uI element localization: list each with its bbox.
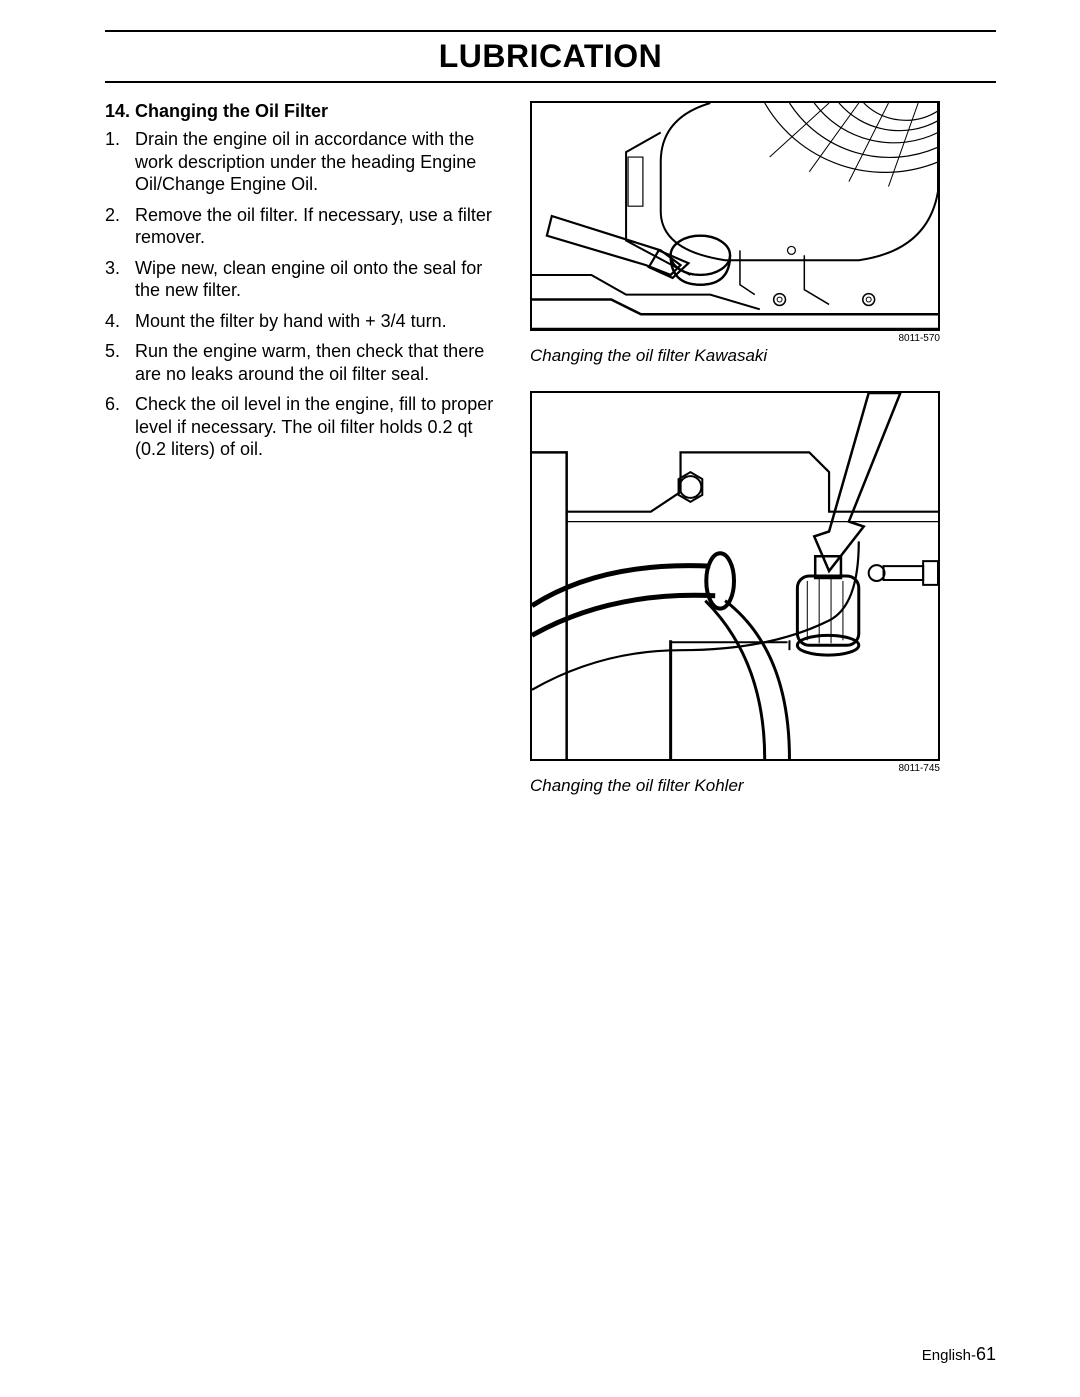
section-title: Changing the Oil Filter — [135, 101, 328, 121]
step-item: Mount the filter by hand with + 3/4 turn… — [105, 310, 500, 333]
page-footer: English-61 — [922, 1344, 996, 1365]
page-title: LUBRICATION — [105, 38, 996, 75]
right-column: 8011-570 Changing the oil filter Kawasak… — [530, 101, 940, 821]
content-columns: 14. Changing the Oil Filter Drain the en… — [105, 101, 996, 821]
figure-frame — [530, 101, 940, 331]
steps-list: Drain the engine oil in accordance with … — [105, 128, 500, 461]
step-item: Remove the oil filter. If necessary, use… — [105, 204, 500, 249]
section-number: 14. — [105, 101, 130, 121]
step-item: Run the engine warm, then check that the… — [105, 340, 500, 385]
footer-language: English- — [922, 1347, 976, 1364]
figure-kohler: 8011-745 Changing the oil filter Kohler — [530, 391, 940, 796]
figure-id: 8011-745 — [530, 763, 940, 774]
section-heading: 14. Changing the Oil Filter — [105, 101, 500, 122]
oil-filter-kawasaki-illustration — [532, 103, 938, 329]
rule-top — [105, 30, 996, 32]
rule-bottom — [105, 81, 996, 83]
footer-page-number: 61 — [976, 1344, 996, 1364]
figure-frame — [530, 391, 940, 761]
figure-caption: Changing the oil filter Kawasaki — [530, 346, 940, 366]
left-column: 14. Changing the Oil Filter Drain the en… — [105, 101, 500, 821]
figure-caption: Changing the oil filter Kohler — [530, 776, 940, 796]
figure-kawasaki: 8011-570 Changing the oil filter Kawasak… — [530, 101, 940, 366]
oil-filter-kohler-illustration — [532, 393, 938, 759]
step-item: Check the oil level in the engine, fill … — [105, 393, 500, 461]
step-item: Drain the engine oil in accordance with … — [105, 128, 500, 196]
step-item: Wipe new, clean engine oil onto the seal… — [105, 257, 500, 302]
manual-page: LUBRICATION 14. Changing the Oil Filter … — [0, 0, 1080, 1397]
figure-id: 8011-570 — [530, 333, 940, 344]
